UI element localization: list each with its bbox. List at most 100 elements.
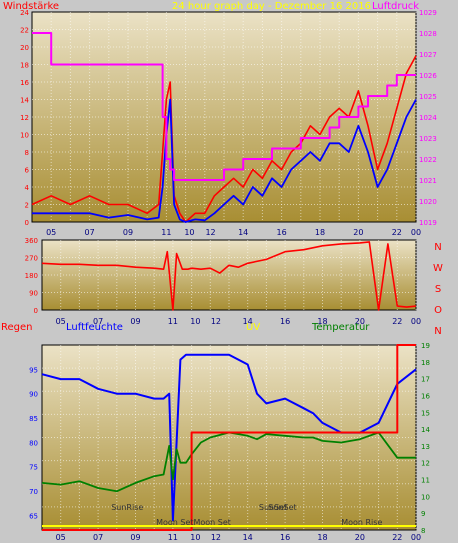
wind-average-line xyxy=(32,98,417,223)
humidity-tick-label: 70 xyxy=(29,488,38,496)
x-tick-label: 10 xyxy=(190,533,200,542)
direction-tick-label: 0 xyxy=(34,307,38,315)
temperature-tick-label: 10 xyxy=(421,493,430,501)
x-tick-label: 18 xyxy=(317,533,327,542)
sun-moon-annotation: SunRise xyxy=(111,503,143,512)
compass-label: N xyxy=(434,242,441,253)
left-tick-label: 14 xyxy=(20,97,29,105)
sun-moon-annotation: Moon Set xyxy=(193,518,230,527)
humidity-tick-label: 90 xyxy=(29,391,38,399)
x-tick-label: 14 xyxy=(238,228,248,237)
sun-moon-annotation: Moon Rise xyxy=(341,518,382,527)
humidity-tick-label: 65 xyxy=(29,512,38,520)
right-tick-label: 1020 xyxy=(419,198,437,206)
x-tick-label: 14 xyxy=(243,317,253,326)
x-tick-label: 14 xyxy=(243,533,253,542)
x-tick-label: 11 xyxy=(168,317,178,326)
compass-label: O xyxy=(434,305,442,316)
x-tick-label: 09 xyxy=(130,533,140,542)
direction-tick-label: 180 xyxy=(25,272,38,280)
x-tick-label: 10 xyxy=(184,228,194,237)
x-tick-label: 20 xyxy=(355,533,365,542)
x-tick-label: 10 xyxy=(190,317,200,326)
x-tick-label: 12 xyxy=(211,533,221,542)
compass-label: S xyxy=(435,284,441,295)
temperature-tick-label: 15 xyxy=(421,409,430,417)
temperature-tick-label: 17 xyxy=(421,376,430,384)
left-tick-label: 18 xyxy=(20,62,29,70)
x-tick-label: 00 xyxy=(411,228,421,237)
temperature-tick-label: 12 xyxy=(421,460,430,468)
x-tick-label: 09 xyxy=(130,317,140,326)
temperature-tick-label: 18 xyxy=(421,359,430,367)
left-tick-label: 16 xyxy=(20,79,29,87)
sun-moon-annotation: SunSet xyxy=(259,503,287,512)
humidity-label: Luftfeuchte xyxy=(66,322,123,333)
x-tick-label: 22 xyxy=(392,228,402,237)
x-tick-label: 22 xyxy=(392,317,402,326)
right-tick-label: 1028 xyxy=(419,30,437,38)
humidity-tick-label: 95 xyxy=(29,366,38,374)
left-tick-label: 22 xyxy=(20,27,29,35)
x-tick-label: 12 xyxy=(211,317,221,326)
x-tick-label: 07 xyxy=(85,228,95,237)
direction-tick-label: 360 xyxy=(25,237,38,245)
temperature-tick-label: 8 xyxy=(421,527,425,535)
sun-moon-annotation: SunSet xyxy=(268,503,296,512)
x-tick-label: 07 xyxy=(93,533,103,542)
sun-moon-annotation: Moon Set xyxy=(156,518,193,527)
compass-label: N xyxy=(434,326,441,337)
x-tick-label: 16 xyxy=(280,533,290,542)
right-tick-label: 1029 xyxy=(419,9,437,17)
temperature-tick-label: 11 xyxy=(421,477,430,485)
humidity-tick-label: 85 xyxy=(29,415,38,423)
right-tick-label: 1019 xyxy=(419,219,437,227)
x-tick-label: 05 xyxy=(56,533,66,542)
left-tick-label: 12 xyxy=(20,114,29,122)
right-tick-label: 1025 xyxy=(419,93,437,101)
left-axis-label: Windstärke xyxy=(3,1,59,12)
temperature-line xyxy=(41,431,416,493)
x-tick-label: 16 xyxy=(280,317,290,326)
x-tick-label: 20 xyxy=(355,317,365,326)
direction-tick-label: 270 xyxy=(25,255,38,263)
left-tick-label: 20 xyxy=(20,44,29,52)
temperature-tick-label: 9 xyxy=(421,510,425,518)
x-tick-label: 05 xyxy=(46,228,56,237)
x-tick-label: 05 xyxy=(56,317,66,326)
right-axis-label: Luftdruck xyxy=(372,1,419,12)
x-tick-label: 00 xyxy=(411,533,421,542)
compass-label: W xyxy=(433,263,443,274)
right-tick-label: 1022 xyxy=(419,156,437,164)
rain-line xyxy=(42,344,416,531)
x-tick-label: 09 xyxy=(123,228,133,237)
temperature-label: Temperatur xyxy=(311,322,370,333)
left-tick-label: 6 xyxy=(25,167,30,175)
left-tick-label: 2 xyxy=(25,202,29,210)
x-tick-label: 18 xyxy=(317,317,327,326)
humidity-tick-label: 75 xyxy=(29,464,38,472)
right-tick-label: 1024 xyxy=(419,114,437,122)
right-tick-label: 1021 xyxy=(419,177,437,185)
right-tick-label: 1027 xyxy=(419,51,437,59)
direction-tick-label: 90 xyxy=(29,290,38,298)
x-tick-label: 12 xyxy=(205,228,215,237)
x-tick-label: 11 xyxy=(161,228,171,237)
x-tick-label: 18 xyxy=(315,228,325,237)
left-tick-label: 10 xyxy=(20,132,29,140)
x-tick-label: 00 xyxy=(411,317,421,326)
left-tick-label: 0 xyxy=(25,219,29,227)
left-tick-label: 24 xyxy=(20,9,29,17)
x-tick-label: 22 xyxy=(392,533,402,542)
wind-speed-line xyxy=(31,55,417,223)
right-tick-label: 1023 xyxy=(419,135,437,143)
humidity-line xyxy=(41,353,417,522)
page-title: 24 hour graph day - Dezember 16 2016 xyxy=(172,1,371,12)
x-tick-label: 07 xyxy=(93,317,103,326)
wind-direction-line xyxy=(41,241,417,311)
left-tick-label: 4 xyxy=(25,184,30,192)
temperature-tick-label: 13 xyxy=(421,443,430,451)
temperature-tick-label: 19 xyxy=(421,342,430,350)
